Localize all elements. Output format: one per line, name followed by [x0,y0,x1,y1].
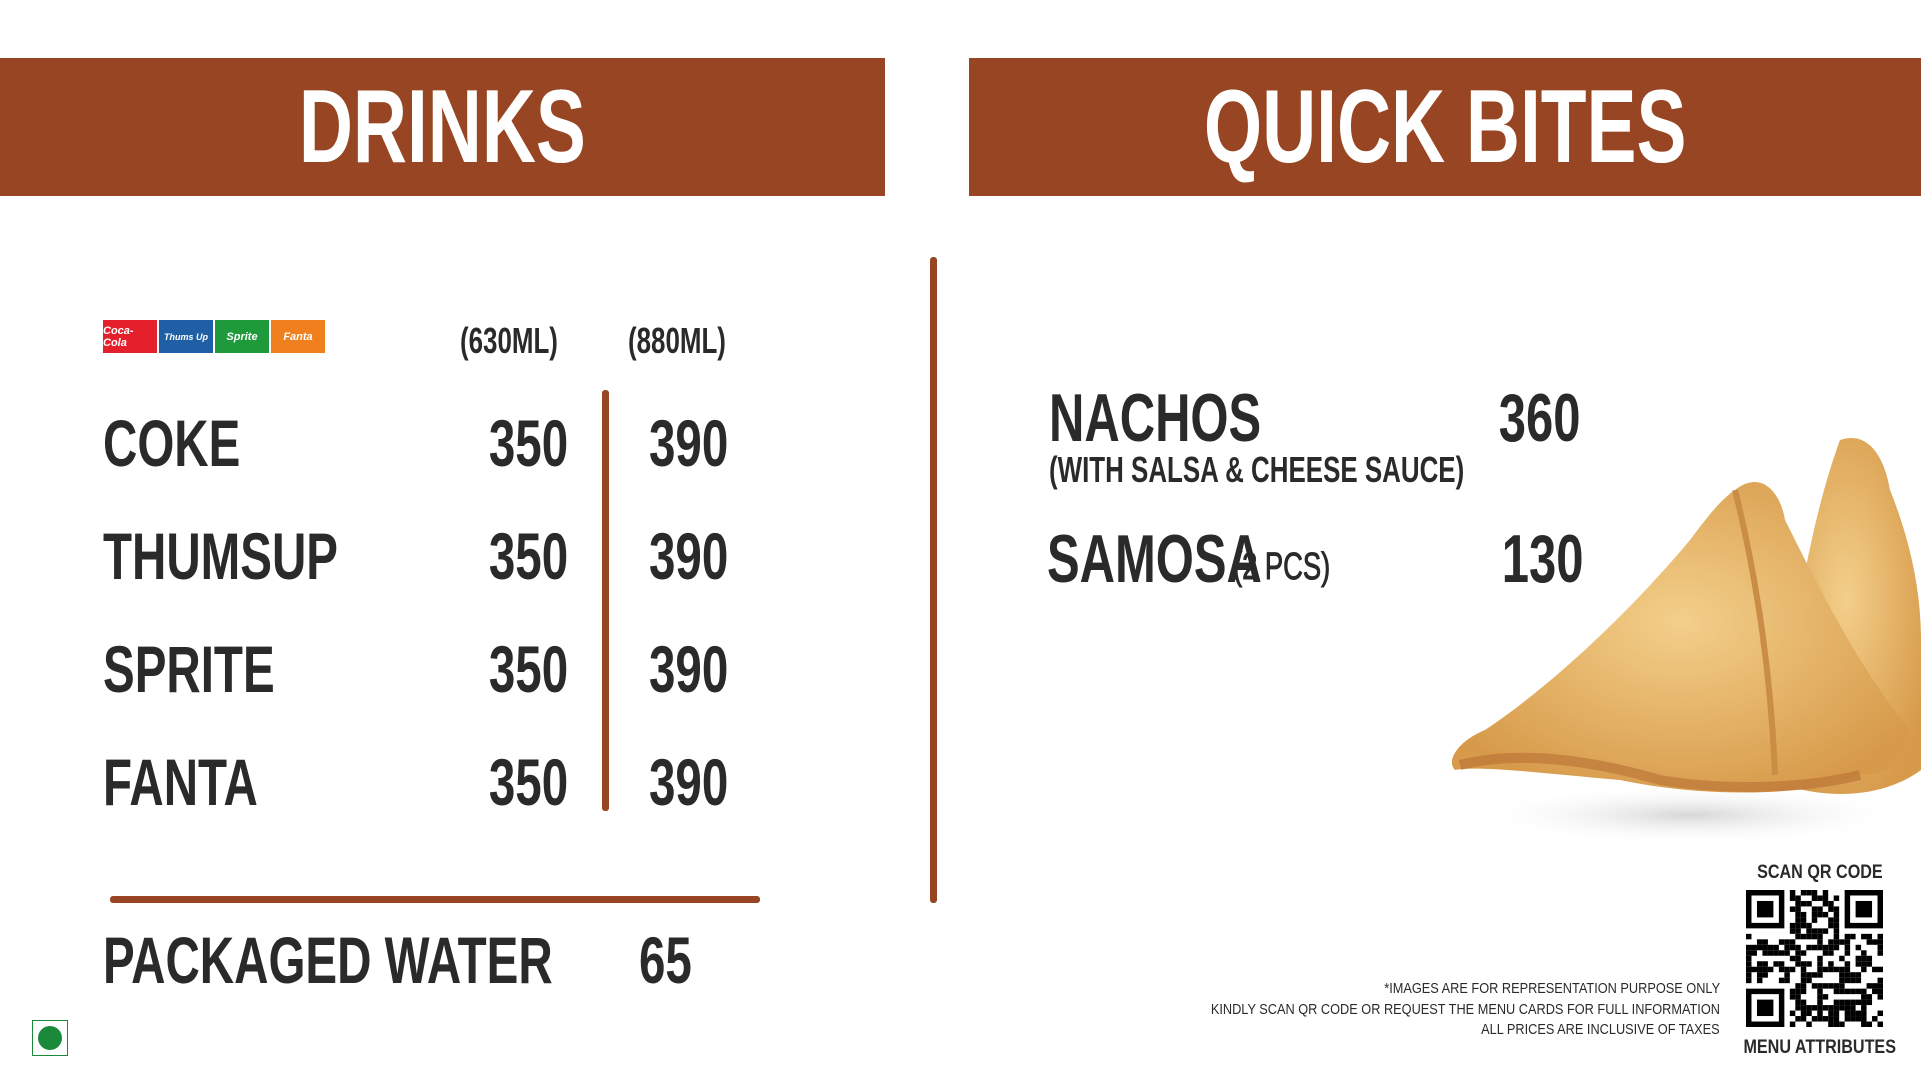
coca-cola-logo: Coca-Cola [103,320,157,353]
samosa-price: 130 [1501,521,1583,597]
quick-bites-title: QUICK BITES [1203,68,1687,185]
section-divider [930,257,937,903]
drinks-title: DRINKS [298,68,587,185]
disclaimer-line: *IMAGES ARE FOR REPRESENTATION PURPOSE O… [1384,980,1720,997]
price-column-divider [602,390,609,811]
quick-bites-header: QUICK BITES [969,58,1921,196]
price-880: 390 [649,519,729,593]
price-880: 390 [649,745,729,819]
menu-attributes-label: MENU ATTRIBUTES [1743,1037,1896,1058]
drink-name: FANTA [103,745,258,819]
price-880: 390 [649,632,729,706]
price-880: 390 [649,406,729,480]
scan-qr-label: SCAN QR CODE [1757,862,1883,883]
nachos-price: 360 [1498,380,1580,456]
samosa-image [1451,438,1921,845]
veg-icon [32,1020,68,1056]
size-header-880: (880ML) [628,320,726,361]
drink-name: THUMSUP [103,519,338,593]
drink-name: SPRITE [103,632,275,706]
samosa-note: (2 PCS) [1233,546,1331,588]
drink-name: COKE [103,406,241,480]
disclaimer-line: ALL PRICES ARE INCLUSIVE OF TAXES [1481,1021,1720,1038]
thumsup-logo: Thums Up [159,320,213,353]
fanta-logo: Fanta [271,320,325,353]
price-630: 350 [488,406,568,480]
price-630: 350 [488,745,568,819]
drinks-header: DRINKS [0,58,885,196]
disclaimer-line: KINDLY SCAN QR CODE OR REQUEST THE MENU … [1210,1001,1720,1018]
size-header-630: (630ML) [460,320,558,361]
water-divider [110,896,760,903]
price-630: 350 [488,519,568,593]
nachos-name: NACHOS [1049,380,1262,456]
nachos-note: (WITH SALSA & CHEESE SAUCE) [1049,449,1465,490]
samosa-name: SAMOSA [1047,521,1262,597]
sprite-logo: Sprite [215,320,269,353]
water-name: PACKAGED WATER [103,923,553,997]
price-630: 350 [488,632,568,706]
water-price: 65 [639,923,692,997]
qr-code[interactable] [1746,890,1883,1027]
